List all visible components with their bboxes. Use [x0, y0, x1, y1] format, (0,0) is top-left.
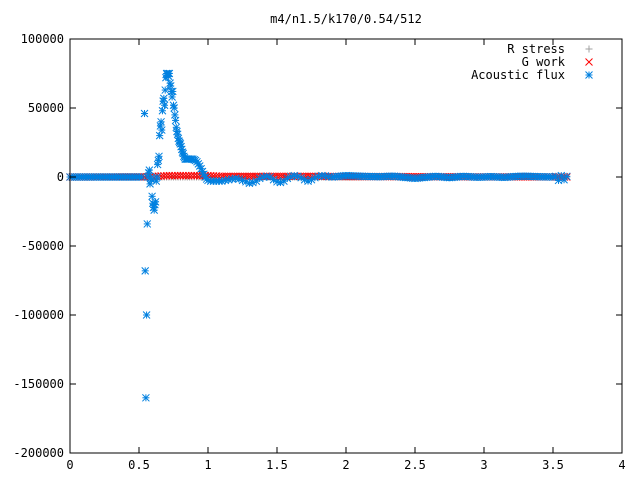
axes: 0 0.5 1 1.5 2 2.5 3 3.5 4 -200000 -150000 -100000 -5…	[13, 32, 625, 472]
data-point	[137, 173, 146, 181]
data-point	[173, 171, 182, 180]
data-point	[165, 69, 174, 78]
y-tick-label: -150000	[13, 377, 64, 391]
data-point	[187, 171, 196, 180]
legend-marker	[585, 58, 593, 66]
data-point	[162, 171, 171, 180]
chart-title: m4/n1.5/k170/0.54/512	[270, 12, 422, 26]
data-point	[171, 171, 179, 180]
x-tick-label: 0	[66, 458, 73, 472]
y-tick-label: 50000	[28, 101, 64, 115]
x-tick-label: 4	[618, 458, 625, 472]
data-point	[157, 126, 166, 134]
x-tick-label: 1	[204, 458, 211, 472]
x-tick-label: 1.5	[266, 458, 288, 472]
data-point	[159, 94, 168, 103]
data-point	[193, 171, 201, 180]
data-point	[286, 172, 295, 181]
data-point	[155, 152, 163, 161]
legend-label: Acoustic flux	[471, 68, 565, 82]
y-tick-label: -200000	[13, 446, 64, 460]
data-point	[141, 266, 150, 275]
x-tick-label: 3	[480, 458, 487, 472]
plot-frame	[69, 38, 623, 454]
data-point	[242, 177, 250, 186]
y-tick-label: 0	[57, 170, 64, 184]
data-point	[160, 101, 169, 110]
legend-marker	[585, 71, 593, 79]
x-tick-label: 0.5	[128, 458, 150, 472]
x-tick-label: 2.5	[404, 458, 426, 472]
x-tick-label: 2	[342, 458, 349, 472]
x-tick-label: 3.5	[542, 458, 564, 472]
data-point	[165, 171, 174, 180]
data-point	[143, 220, 152, 228]
data-point	[151, 197, 160, 206]
data-point	[562, 172, 571, 181]
legend-label: R stress	[507, 42, 565, 56]
data-point	[142, 311, 151, 319]
y-tick-label: -50000	[21, 239, 64, 253]
series-markers	[66, 69, 571, 402]
data-point	[145, 166, 154, 174]
data-point	[142, 393, 150, 402]
data-point	[157, 117, 165, 126]
data-point	[140, 109, 149, 118]
data-point	[179, 171, 188, 180]
data-point	[168, 87, 177, 96]
y-tick-label: -100000	[13, 308, 64, 322]
data-point	[184, 171, 193, 180]
data-point	[190, 171, 199, 180]
data-point	[168, 171, 176, 180]
data-point	[161, 86, 170, 94]
data-point	[176, 171, 185, 180]
legend-label: G work	[522, 55, 566, 69]
data-point	[170, 104, 179, 112]
data-point	[182, 171, 190, 180]
data-point	[153, 173, 161, 181]
data-point	[171, 116, 180, 125]
legend-marker	[585, 45, 593, 53]
series-acoustic-flux	[66, 69, 571, 402]
y-tick-label: 100000	[21, 32, 64, 46]
